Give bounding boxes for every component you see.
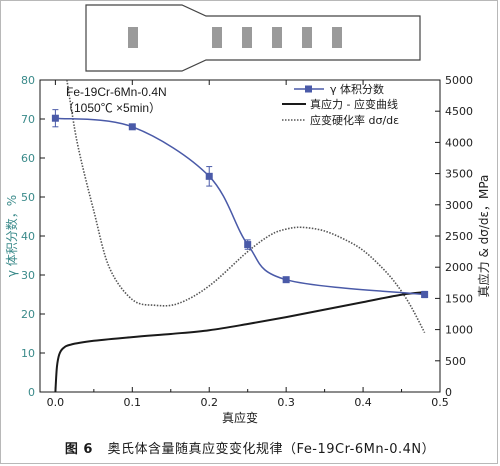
figure-caption-text: 奥氏体含量随真应变变化规律（Fe-19Cr-6Mn-0.4N）	[107, 442, 436, 457]
series-layer	[51, 79, 429, 393]
y-left-tick-label: 70	[21, 113, 35, 126]
stress-strain-curve	[54, 291, 425, 393]
x-tick-labels: 0.0 0.1 0.2 0.3 0.4 0.5	[47, 396, 449, 409]
treatment-annotation: （1050℃ ×5min）	[62, 101, 161, 115]
y-left-tick-label: 80	[21, 74, 35, 87]
hardening-rate-curve	[66, 79, 426, 334]
y-right-tick-label: 4500	[445, 105, 473, 118]
y-right-tick-label: 2500	[445, 230, 473, 243]
gamma-data-point	[51, 114, 59, 122]
y-right-tick-label: 5000	[445, 74, 473, 87]
legend: γ 体积分数 真应力 - 应变曲线 应变硬化率 dσ/dε	[282, 82, 399, 127]
gamma-data-point	[282, 276, 290, 284]
gamma-data-point	[421, 291, 429, 298]
legend-label-hardening: 应变硬化率 dσ/dε	[310, 113, 399, 127]
specimen-marks	[128, 27, 342, 48]
y-right-tick-label: 0	[445, 386, 452, 399]
x-tick-label: 0.0	[47, 396, 65, 409]
specimen-gauge-mark	[302, 27, 312, 48]
figure-caption: 图 6 奥氏体含量随真应变变化规律（Fe-19Cr-6Mn-0.4N）	[0, 438, 500, 457]
x-tick-label: 0.3	[277, 396, 295, 409]
y-right-tick-label: 1000	[445, 324, 473, 337]
x-tick-label: 0.5	[431, 396, 449, 409]
gamma-data-point	[205, 172, 213, 180]
y-left-tick-label: 20	[21, 308, 35, 321]
y-left-axis-title: γ 体积分数，%	[4, 195, 19, 277]
y-left-tick-label: 60	[21, 152, 35, 165]
y-right-tick-label: 2000	[445, 261, 473, 274]
alloy-annotation: Fe-19Cr-6Mn-0.4N	[66, 85, 167, 99]
y-right-tick-label: 3000	[445, 199, 473, 212]
x-tick-label: 0.2	[200, 396, 218, 409]
y-right-tick-labels: 0 500 1000 1500 2000 2500 3000 3500 4000 4500 5000	[445, 74, 473, 399]
chart-figure: 0.0 0.1 0.2 0.3 0.4 0.5 0 10 20 30 40 50 60 70 80 0 50…	[4, 4, 491, 425]
gamma-fraction-curve	[55, 117, 425, 296]
specimen-gauge-mark	[242, 27, 252, 48]
y-left-tick-label: 10	[21, 347, 35, 360]
x-tick-label: 0.1	[124, 396, 142, 409]
y-left-tick-label: 50	[21, 191, 35, 204]
specimen-gauge-mark	[128, 27, 138, 48]
x-tick-label: 0.4	[354, 396, 372, 409]
y-left-tick-label: 30	[21, 269, 35, 282]
y-right-tick-label: 1500	[445, 292, 473, 305]
y-right-tick-label: 4000	[445, 136, 473, 149]
specimen-gauge-mark	[212, 27, 222, 48]
specimen-gauge-mark	[272, 27, 282, 48]
y-right-tick-label: 3500	[445, 168, 473, 181]
gamma-data-point	[244, 241, 252, 249]
x-axis-title: 真应变	[222, 410, 258, 425]
y-left-tick-label: 40	[21, 230, 35, 243]
y-right-axis-title: 真应力 & dσ/dε，MPa	[476, 175, 491, 298]
legend-label-gamma: γ 体积分数	[330, 82, 384, 96]
axis-ticks	[40, 79, 441, 393]
specimen-outline	[85, 4, 421, 72]
legend-label-stress: 真应力 - 应变曲线	[310, 97, 398, 111]
y-right-tick-label: 500	[445, 355, 466, 368]
legend-marker-gamma	[305, 85, 312, 93]
specimen-gauge-mark	[332, 27, 342, 48]
specimen-diagram	[85, 4, 421, 72]
figure-number: 图 6	[64, 442, 93, 457]
y-left-tick-label: 0	[28, 386, 35, 399]
gamma-data-point	[128, 123, 136, 131]
y-left-tick-labels: 0 10 20 30 40 50 60 70 80	[21, 74, 35, 399]
